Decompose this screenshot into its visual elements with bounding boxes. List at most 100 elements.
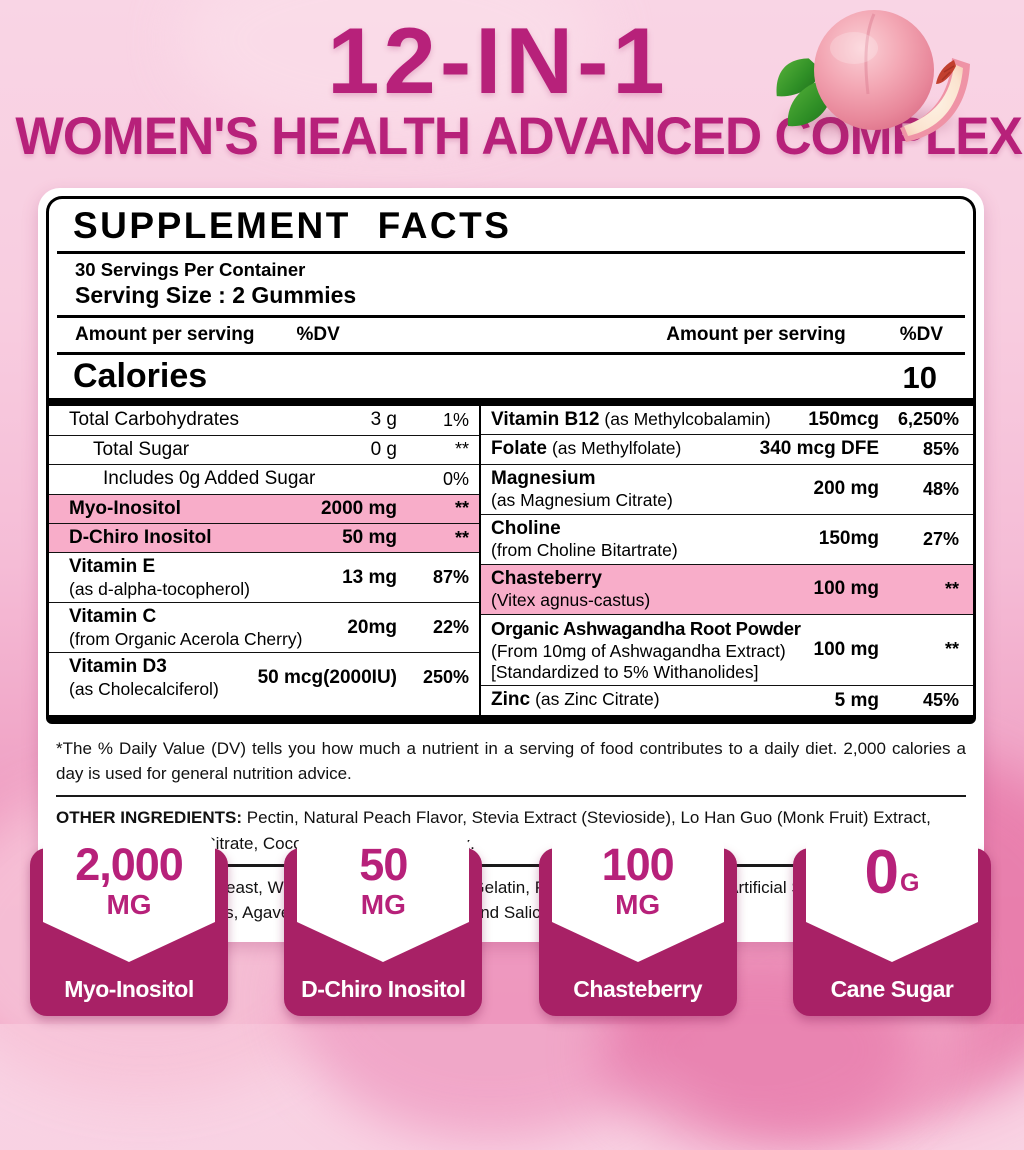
nutrient-name: Chasteberry (Vitex agnus-castus)	[491, 568, 814, 611]
nutrient-dv: 6,250%	[897, 409, 959, 430]
nutrient-name: Vitamin C (from Organic Acerola Cherry)	[69, 606, 347, 649]
nutrient-amount: 150mcg	[808, 408, 879, 430]
nutrient-amount: 2000 mg	[320, 497, 397, 519]
badge-cane-sugar: 0 G Cane Sugar	[792, 834, 991, 1016]
nutrient-dv: **	[944, 578, 959, 599]
nutrient-source: (as Cholecalciferol)	[69, 678, 219, 699]
nutrient-amount: 150mg	[818, 528, 879, 550]
nutrient-row: Includes 0g Added Sugar 0%	[49, 464, 479, 493]
nutrient-dv: 250%	[422, 667, 469, 688]
nutrient-name: Vitamin B12 (as Methylcobalamin)	[491, 408, 771, 430]
badge-unit: MG	[106, 889, 152, 920]
nutrient-row-highlighted: Myo-Inositol 2000 mg **	[49, 493, 479, 523]
column-headers: Amount per serving %DV Amount per servin…	[49, 320, 973, 350]
badge-unit: MG	[360, 889, 406, 920]
other-ingredients-label: OTHER INGREDIENTS:	[56, 808, 243, 828]
nutrient-amount: 20mg	[347, 616, 397, 638]
badge-shield: 2,000 MG	[43, 834, 215, 962]
nutrient-dv: 45%	[922, 690, 959, 711]
serving-size: Serving Size : 2 Gummies	[75, 282, 357, 308]
nutrient-row: Organic Ashwagandha Root Powder (From 10m…	[481, 613, 973, 686]
nutrient-dv: 87%	[432, 567, 469, 588]
nutrient-name: Includes 0g Added Sugar	[103, 468, 316, 490]
nutrient-source: (as d-alpha-tocopherol)	[69, 578, 250, 599]
peach-icon	[776, 10, 970, 142]
badge-value: 0	[864, 838, 899, 907]
calories-label: Calories	[73, 357, 208, 395]
divider-line	[56, 794, 966, 798]
dv-footnote: *The % Daily Value (DV) tells you how mu…	[56, 738, 966, 784]
nutrient-dv: 0%	[442, 468, 469, 489]
nutrient-source: (as Methylfolate)	[551, 438, 682, 459]
nutrient-column-right: Vitamin B12 (as Methylcobalamin) 150mcg 6…	[481, 406, 973, 715]
nutrient-dv: **	[944, 639, 959, 660]
nutrient-source: (Vitex agnus-castus)	[491, 590, 651, 610]
nutrient-dv: **	[454, 527, 469, 548]
nutrient-dv: **	[454, 439, 469, 460]
nutrient-standardization: [Standardized to 5% Withanolides]	[491, 661, 759, 682]
badge-chasteberry: 100 MG Chasteberry	[538, 834, 737, 1016]
nutrient-name: Zinc (as Zinc Citrate)	[491, 689, 660, 711]
divider-line	[57, 251, 965, 254]
nutrient-amount: 3 g	[370, 409, 397, 431]
badge-d-chiro-inositol: 50 MG D-Chiro Inositol	[284, 834, 483, 1016]
nutrient-name: Choline (from Choline Bitartrate)	[491, 518, 819, 561]
servings-per-container: 30 Servings Per Container	[75, 259, 306, 280]
nutrient-name: Organic Ashwagandha Root Powder (From 10m…	[491, 618, 814, 683]
amount-header: Amount per serving	[666, 324, 846, 345]
nutrient-row: Vitamin D3 (as Cholecalciferol) 50 mcg(20…	[49, 652, 479, 702]
nutrient-name: Vitamin E (as d-alpha-tocopherol)	[69, 556, 342, 599]
nutrient-amount: 200 mg	[813, 478, 879, 500]
divider-line	[57, 352, 965, 355]
badge-value: 100	[601, 839, 675, 890]
nutrient-dv: 27%	[922, 528, 959, 549]
nutrient-source: (as Methylcobalamin)	[604, 408, 771, 429]
nutrient-columns: Total Carbohydrates 3 g 1% Total Sugar 0…	[49, 405, 973, 715]
nutrient-row: Total Carbohydrates 3 g 1%	[49, 406, 479, 435]
nutrient-row: Vitamin B12 (as Methylcobalamin) 150mcg 6…	[481, 406, 973, 434]
nutrient-name: Vitamin D3 (as Cholecalciferol)	[69, 656, 258, 699]
nutrient-amount: 50 mcg(2000IU)	[257, 666, 397, 688]
badge-unit: MG	[615, 889, 661, 920]
nutrient-row: Vitamin C (from Organic Acerola Cherry) 2…	[49, 602, 479, 652]
nutrient-name: Total Carbohydrates	[69, 408, 240, 430]
nutrient-dv: **	[454, 498, 469, 519]
badge-shield: 100 MG	[551, 834, 724, 962]
badge-unit: G	[900, 869, 920, 897]
nutrient-name: D-Chiro Inositol	[69, 526, 212, 548]
divider-line	[57, 315, 965, 318]
nutrient-dv: 48%	[922, 478, 959, 499]
nutrient-source: (from Organic Acerola Cherry)	[69, 628, 303, 649]
badge-myo-inositol: 2,000 MG Myo-Inositol	[30, 834, 228, 1016]
divider-line	[56, 864, 966, 867]
supplement-facts-table: SUPPLEMENT FACTS 30 Servings Per Contain…	[46, 196, 976, 724]
badge-shield: 50 MG	[297, 834, 470, 962]
nutrient-name: Total Sugar	[93, 438, 190, 460]
nutrient-row: Magnesium (as Magnesium Citrate) 200 mg 4…	[481, 463, 973, 514]
nutrient-dv: 1%	[442, 409, 469, 430]
nutrient-amount: 340 mcg DFE	[759, 438, 879, 460]
nutrient-source: (as Magnesium Citrate)	[491, 489, 673, 510]
column-header-left: Amount per serving %DV	[49, 324, 481, 346]
nutrient-column-left: Total Carbohydrates 3 g 1% Total Sugar 0…	[49, 405, 481, 715]
highlight-badges: 2,000 MG Myo-Inositol 50 MG D-Chiro Inos…	[30, 834, 991, 1016]
badge-label: Cane Sugar	[830, 976, 954, 1002]
nutrient-dv: 85%	[922, 438, 959, 459]
nutrient-row-highlighted: Chasteberry (Vitex agnus-castus) 100 mg *…	[481, 563, 973, 614]
badge-value: 2,000	[75, 839, 184, 890]
nutrient-amount: 50 mg	[342, 527, 397, 549]
nutrient-amount: 13 mg	[342, 566, 397, 588]
badge-label: Myo-Inositol	[64, 976, 194, 1002]
supplement-facts-panel: SUPPLEMENT FACTS 30 Servings Per Contain…	[38, 188, 984, 942]
nutrient-row: Total Sugar 0 g **	[49, 434, 479, 464]
nutrient-amount: 100 mg	[813, 578, 879, 600]
nutrient-row: Choline (from Choline Bitartrate) 150mg 2…	[481, 513, 973, 564]
column-header-right: Amount per serving %DV	[481, 324, 973, 346]
nutrient-name: Myo-Inositol	[69, 497, 181, 519]
nutrient-source: (from Choline Bitartrate)	[491, 539, 678, 560]
nutrient-row-highlighted: D-Chiro Inositol 50 mg **	[49, 522, 479, 553]
dv-header: %DV	[296, 324, 340, 345]
calories-row: Calories 10	[49, 357, 973, 406]
nutrient-amount: 0 g	[370, 438, 397, 460]
amount-header: Amount per serving	[75, 324, 255, 345]
